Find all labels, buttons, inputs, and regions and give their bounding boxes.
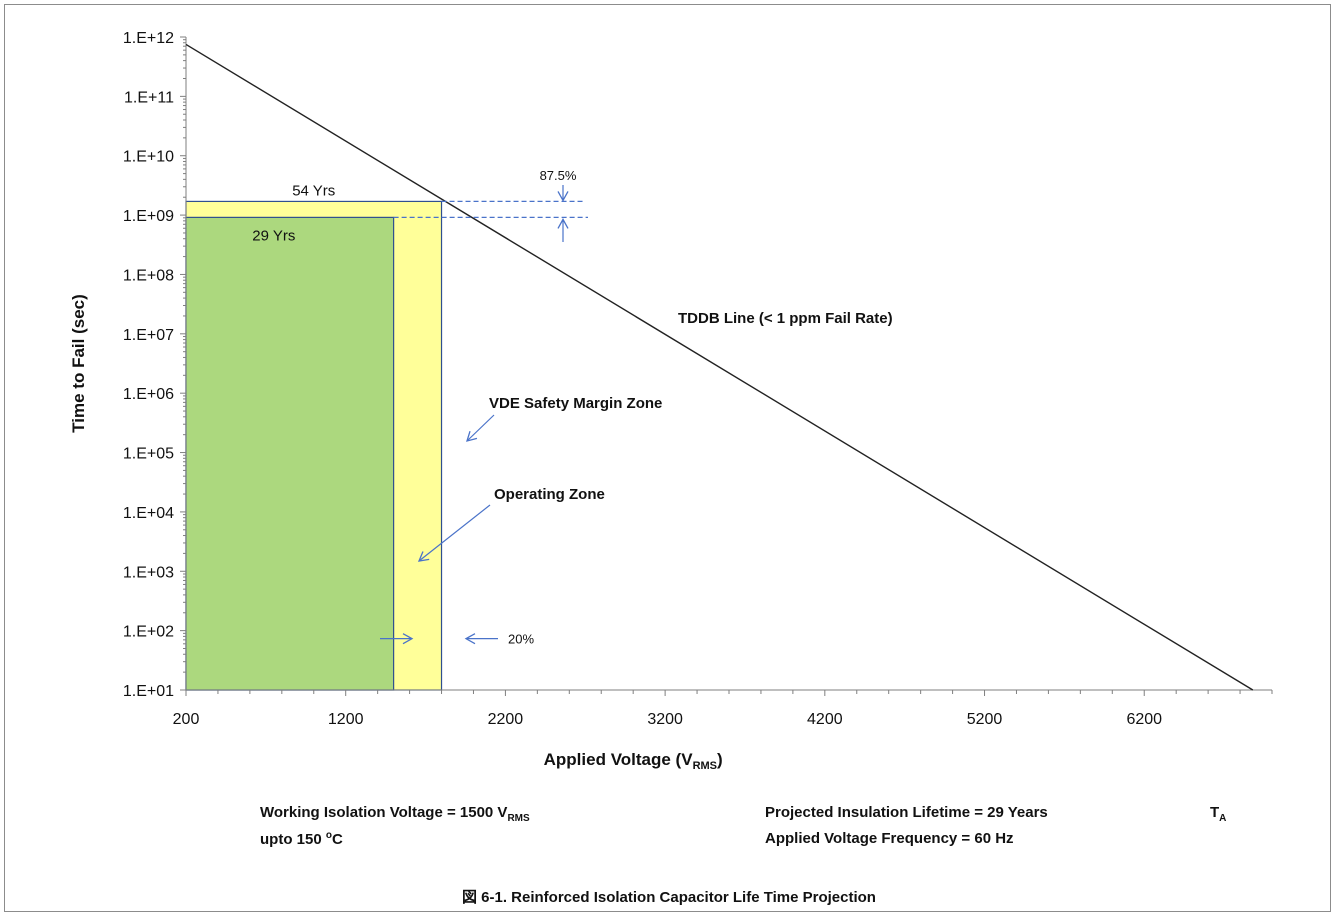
y-tick-label: 1.E+11 xyxy=(124,89,174,106)
y-tick-label: 1.E+03 xyxy=(123,564,174,581)
x-tick-label: 200 xyxy=(173,711,200,728)
x-axis-title: Applied Voltage (VRMS) xyxy=(544,750,723,772)
tddb-label: TDDB Line (< 1 ppm Fail Rate) xyxy=(678,310,893,327)
x-tick-label: 3200 xyxy=(647,711,683,728)
safety-zone-arrow xyxy=(466,414,495,442)
working-voltage-note: Working Isolation Voltage = 1500 VRMS xyxy=(260,804,530,824)
figure-frame xyxy=(4,4,1331,912)
pct-label-top: 87.5% xyxy=(540,168,577,183)
y-tick-label: 1.E+08 xyxy=(123,267,174,284)
x-tick-label: 1200 xyxy=(328,711,364,728)
safety-zone-label: VDE Safety Margin Zone xyxy=(489,395,662,412)
x-tick-label: 5200 xyxy=(967,711,1003,728)
ambient-temp-note: TA xyxy=(1210,804,1227,824)
pct-label-bottom: 20% xyxy=(508,632,534,647)
zone-rect-1 xyxy=(185,216,395,691)
frequency-note: Applied Voltage Frequency = 60 Hz xyxy=(765,830,1014,847)
y-tick-label: 1.E+05 xyxy=(123,446,174,463)
y-tick-label: 1.E+09 xyxy=(123,208,174,225)
lifetime-note: Projected Insulation Lifetime = 29 Years xyxy=(765,804,1048,821)
y-axis-title: Time to Fail (sec) xyxy=(69,294,88,433)
operating-zone-arrow xyxy=(417,504,491,562)
y-tick-label: 1.E+02 xyxy=(123,624,174,641)
series-line-0 xyxy=(185,43,1254,691)
temperature-note: upto 150 oC xyxy=(260,830,343,848)
y-tick-label: 1.E+01 xyxy=(123,683,174,700)
zone-label-1: 29 Yrs xyxy=(252,227,295,244)
zone-label-0: 54 Yrs xyxy=(292,182,335,199)
y-tick-label: 1.E+04 xyxy=(123,505,174,522)
figure-caption: 図 6-1. Reinforced Isolation Capacitor Li… xyxy=(462,889,876,906)
operating-zone-label: Operating Zone xyxy=(494,486,605,503)
x-tick-label: 2200 xyxy=(488,711,524,728)
x-tick-label: 6200 xyxy=(1126,711,1162,728)
x-tick-label: 4200 xyxy=(807,711,843,728)
y-tick-label: 1.E+06 xyxy=(123,386,174,403)
y-tick-label: 1.E+07 xyxy=(123,327,174,344)
y-tick-label: 1.E+12 xyxy=(123,30,174,47)
y-tick-label: 1.E+10 xyxy=(123,149,174,166)
